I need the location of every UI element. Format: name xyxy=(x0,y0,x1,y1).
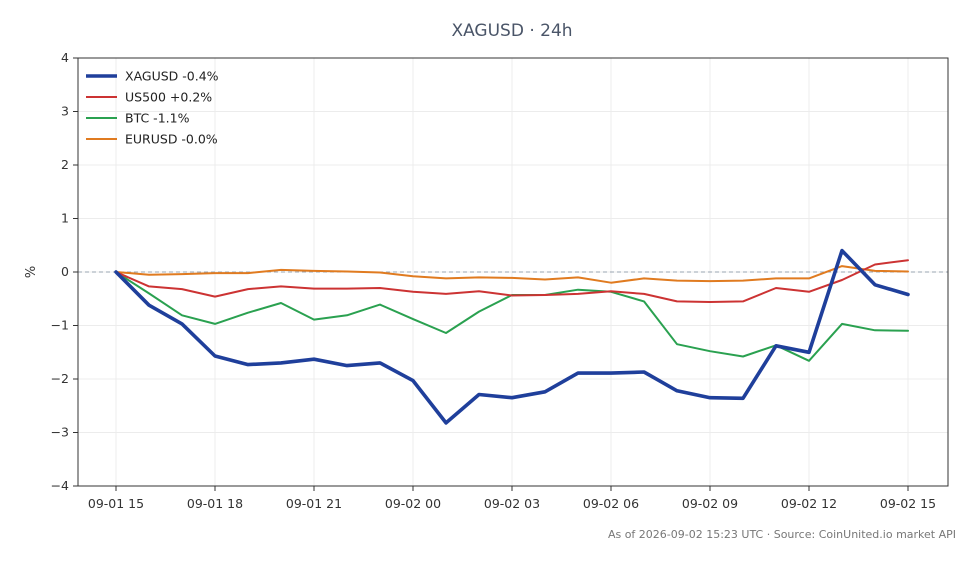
series-line-1 xyxy=(115,259,909,303)
x-tick-label: 09-02 00 xyxy=(385,496,441,511)
x-tick-label: 09-01 18 xyxy=(187,496,243,511)
y-tick-label: −4 xyxy=(51,478,69,493)
y-tick-label: 2 xyxy=(61,157,69,172)
chart-title: XAGUSD · 24h xyxy=(451,21,572,41)
footer-note: As of 2026-09-02 15:23 UTC · Source: Coi… xyxy=(608,528,956,541)
legend-label: EURUSD -0.0% xyxy=(125,132,218,147)
x-tick-label: 09-01 15 xyxy=(88,496,144,511)
legend: XAGUSD -0.4% US500 +0.2% BTC -1.1% EURUSD -… xyxy=(86,69,219,147)
y-ticks: 4 3 2 1 0 −1 −2 −3 −4 xyxy=(51,50,78,493)
y-tick-label: −3 xyxy=(51,425,69,440)
y-tick-label: −2 xyxy=(51,371,69,386)
series-line-0 xyxy=(114,248,910,425)
x-tick-label: 09-02 15 xyxy=(880,496,936,511)
x-tick-label: 09-02 09 xyxy=(682,496,738,511)
legend-label: XAGUSD -0.4% xyxy=(125,69,219,84)
x-tick-label: 09-02 12 xyxy=(781,496,837,511)
x-tick-label: 09-01 21 xyxy=(286,496,342,511)
legend-label: BTC -1.1% xyxy=(125,111,190,126)
legend-label: US500 +0.2% xyxy=(125,90,212,105)
y-tick-label: −1 xyxy=(51,318,69,333)
series-group xyxy=(114,248,910,425)
y-tick-label: 1 xyxy=(61,211,69,226)
y-tick-label: 0 xyxy=(61,264,69,279)
y-tick-label: 3 xyxy=(61,104,69,119)
x-tick-label: 09-02 03 xyxy=(484,496,540,511)
series-line-3 xyxy=(115,265,909,284)
x-ticks: 09-01 15 09-01 18 09-01 21 09-02 00 09-02 03… xyxy=(88,486,936,511)
y-axis-label: % xyxy=(24,266,39,278)
y-tick-label: 4 xyxy=(61,50,69,65)
x-tick-label: 09-02 06 xyxy=(583,496,639,511)
